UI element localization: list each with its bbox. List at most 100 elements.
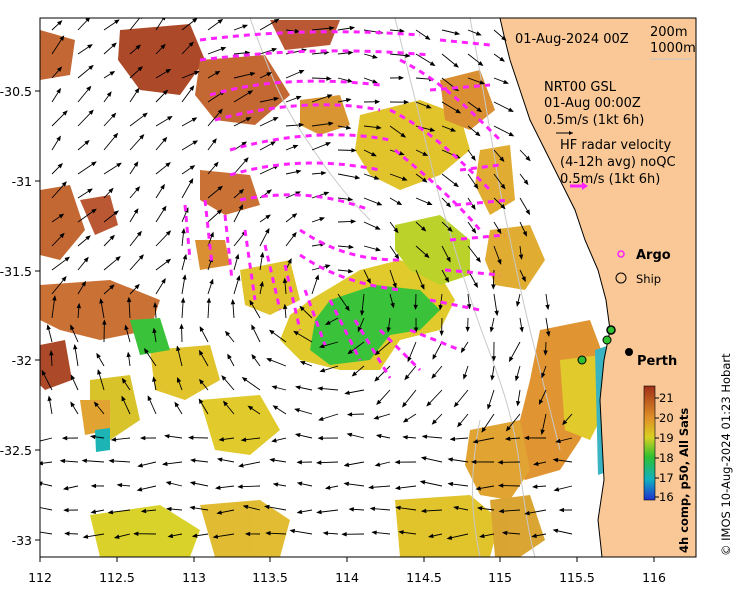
velocity-arrowhead: [403, 99, 410, 105]
velocity-arrowhead: [293, 330, 299, 336]
velocity-arrowhead: [447, 457, 453, 462]
velocity-arrowhead: [523, 179, 529, 186]
velocity-arrowhead: [266, 358, 272, 363]
velocity-arrowhead: [126, 351, 131, 358]
velocity-arrowhead: [109, 234, 115, 241]
velocity-arrowhead: [165, 162, 171, 168]
velocity-arrowhead: [62, 110, 68, 116]
velocity-arrowhead: [192, 18, 198, 23]
velocity-arrowhead: [85, 235, 91, 241]
velocity-arrowhead: [161, 205, 167, 212]
velocity-arrowhead: [217, 185, 223, 191]
velocity-arrowhead: [81, 458, 88, 464]
velocity-arrowhead: [299, 305, 305, 312]
velocity-arrowhead: [238, 204, 244, 210]
radar-scale: 0.5m/s (1kt 6h): [560, 172, 660, 187]
velocity-arrowhead: [294, 433, 301, 438]
velocity-arrowhead: [374, 462, 381, 467]
velocity-arrowhead: [392, 282, 397, 289]
velocity-arrowhead: [272, 405, 279, 411]
velocity-arrowhead: [555, 438, 561, 444]
velocity-arrowhead: [140, 508, 147, 514]
velocity-arrowhead: [152, 376, 157, 382]
velocity-arrowhead: [503, 79, 509, 84]
velocity-arrowhead: [198, 349, 204, 356]
velocity-arrowhead: [499, 156, 505, 162]
velocity-arrowhead: [152, 327, 157, 334]
velocity-arrowhead: [227, 353, 232, 360]
velocity-arrowhead: [236, 274, 241, 281]
velocity-arrowhead: [470, 459, 477, 465]
velocity-arrowhead: [325, 142, 332, 147]
velocity-arrowhead: [96, 352, 101, 359]
velocity-arrowhead: [319, 217, 325, 222]
velocity-arrowhead: [368, 484, 374, 490]
velocity-arrowhead: [59, 232, 65, 239]
velocity-arrowhead: [558, 507, 565, 513]
velocity-arrowhead: [97, 368, 102, 375]
depth-legend-1000m: 1000m: [650, 41, 696, 56]
velocity-arrowhead: [46, 324, 51, 331]
velocity-arrowhead: [249, 71, 256, 77]
velocity-arrowhead: [198, 398, 204, 405]
velocity-arrowhead: [500, 183, 506, 190]
velocity-arrowhead: [321, 170, 327, 176]
velocity-arrowhead: [326, 76, 332, 81]
observation-markers: [577, 325, 633, 365]
velocity-arrowhead: [134, 283, 140, 290]
velocity-arrowhead: [344, 305, 350, 312]
velocity-arrowhead: [399, 28, 405, 34]
model-velocity-vectors: [40, 18, 573, 540]
velocity-arrow: [129, 18, 141, 31]
velocity-arrowhead: [56, 66, 63, 72]
velocity-arrowhead: [222, 400, 228, 407]
velocity-arrowhead: [238, 463, 244, 468]
velocity-arrowhead: [167, 116, 173, 121]
velocity-arrowhead: [240, 437, 247, 442]
velocity-arrowhead: [325, 320, 331, 325]
velocity-arrowhead: [206, 297, 212, 303]
velocity-arrowhead: [243, 157, 249, 163]
velocity-arrowhead: [439, 330, 444, 337]
velocity-arrowhead: [508, 356, 514, 363]
velocity-arrowhead: [508, 107, 514, 112]
velocity-arrowhead: [489, 326, 495, 333]
velocity-arrowhead: [133, 208, 139, 214]
velocity-arrowhead: [244, 531, 251, 537]
velocity-arrowhead: [514, 375, 520, 382]
date-label: 01-Aug-2024 00Z: [515, 32, 629, 47]
velocity-arrowhead: [316, 509, 322, 515]
velocity-arrowhead: [164, 434, 170, 439]
velocity-arrowhead: [407, 356, 412, 363]
velocity-arrowhead: [108, 458, 114, 464]
velocity-arrowhead: [135, 44, 141, 50]
velocity-arrowhead: [347, 268, 354, 274]
velocity-arrowhead: [165, 68, 172, 74]
y-tick-label: -31: [12, 174, 32, 189]
sst-colorbar: 21 20 19 18 17 16: [643, 385, 674, 504]
velocity-arrowhead: [188, 177, 194, 184]
velocity-arrowhead: [446, 535, 453, 540]
velocity-arrowhead: [116, 162, 122, 168]
velocity-arrowhead: [188, 435, 194, 440]
velocity-arrowhead: [504, 436, 511, 441]
velocity-arrowhead: [264, 227, 270, 234]
velocity-arrowhead: [396, 200, 403, 206]
velocity-arrowhead: [481, 427, 487, 433]
velocity-arrowhead: [319, 368, 326, 373]
velocity-arrowhead: [371, 530, 377, 535]
velocity-arrowhead: [84, 139, 90, 146]
velocity-arrowhead: [317, 435, 323, 441]
velocity-arrowhead: [426, 401, 432, 407]
velocity-arrowhead: [272, 482, 279, 487]
velocity-arrowhead: [194, 71, 200, 76]
velocity-arrowhead: [73, 343, 78, 350]
velocity-arrowhead: [99, 298, 104, 304]
velocity-arrowhead: [453, 62, 459, 68]
velocity-arrowhead: [424, 35, 431, 40]
velocity-arrowhead: [62, 485, 69, 491]
velocity-arrowhead: [420, 284, 425, 290]
velocity-arrowhead: [216, 209, 223, 215]
map-plot-area: [40, 18, 696, 557]
velocity-arrowhead: [545, 331, 551, 337]
